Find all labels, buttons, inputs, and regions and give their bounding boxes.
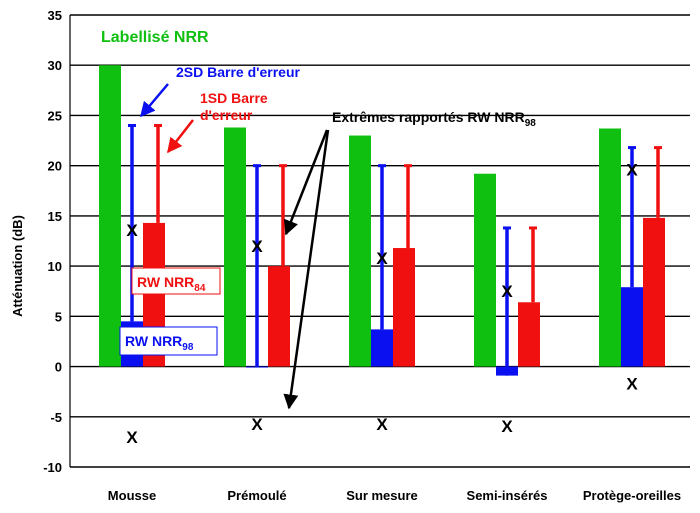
bar <box>224 127 246 367</box>
rw84-label: RW NRR84 <box>137 274 206 294</box>
extreme-marks-layer: X X X X X X X X X X <box>126 161 638 447</box>
bar <box>99 65 121 367</box>
extreme-high-mark: X <box>251 237 263 256</box>
rw98-label-main: RW NRR <box>125 333 182 349</box>
y-axis-label: Atténuation (dB) <box>10 215 25 317</box>
annotation-labellise: Labellisé NRR <box>101 29 209 46</box>
y-tick-label: 35 <box>48 8 62 23</box>
annotation-extremes-sub: 98 <box>525 118 537 129</box>
extreme-low-mark: X <box>376 415 388 434</box>
annotation-2sd-arrow <box>140 83 169 118</box>
axis-layer: -10 -5 0 5 10 15 20 25 30 35 Mousse Prémoulé Sur mes… <box>43 8 681 503</box>
annotation-extremes: Extrêmes rapportés RW NRR98 <box>332 109 536 129</box>
extreme-high-mark: X <box>126 221 138 240</box>
y-tick-label: 30 <box>48 58 62 73</box>
extreme-low-mark: X <box>251 415 263 434</box>
grid-layer <box>70 14 690 468</box>
y-tick-label: 5 <box>55 309 62 324</box>
bar <box>393 248 415 367</box>
annotation-extremes-main: Extrêmes rapportés RW NRR <box>332 109 525 125</box>
rw84-label-box <box>131 267 221 295</box>
x-category-label: Sur mesure <box>346 488 418 503</box>
bar <box>599 128 621 367</box>
extreme-low-mark: X <box>126 428 138 447</box>
annotation-extremes-arrow-1 <box>283 129 329 236</box>
extreme-high-mark: X <box>501 282 513 301</box>
annotation-1sd-line1: 1SD Barre <box>200 90 268 106</box>
y-tick-label: -10 <box>43 460 62 475</box>
annotation-1sd-line2: d'erreur <box>200 107 253 123</box>
extreme-high-mark: X <box>626 161 638 180</box>
extreme-low-mark: X <box>501 417 513 436</box>
y-tick-label: 10 <box>48 259 62 274</box>
y-tick-label: 0 <box>55 360 62 375</box>
bar <box>371 329 393 367</box>
rw98-label-box <box>119 326 218 356</box>
bar <box>246 366 268 368</box>
rw98-label: RW NRR98 <box>125 333 194 353</box>
extreme-low-mark: X <box>626 375 638 394</box>
bar <box>518 302 540 367</box>
x-category-label: Semi-insérés <box>467 488 548 503</box>
annotation-extremes-arrow-2 <box>283 129 330 410</box>
rw84-label-sub: 84 <box>194 283 206 294</box>
bar <box>349 135 371 367</box>
extreme-high-mark: X <box>376 249 388 268</box>
bar <box>268 266 290 367</box>
bar <box>621 287 643 367</box>
y-tick-label: 25 <box>48 108 62 123</box>
rw84-label-main: RW NRR <box>137 274 194 290</box>
y-tick-label: 15 <box>48 209 62 224</box>
rw98-label-sub: 98 <box>182 342 194 353</box>
bar <box>643 217 665 367</box>
y-tick-label: -5 <box>50 410 62 425</box>
annotation-2sd: 2SD Barre d'erreur <box>176 64 300 80</box>
bar <box>474 173 496 367</box>
x-category-label: Mousse <box>108 488 156 503</box>
error-bars-layer <box>128 123 662 376</box>
x-category-label: Protège-oreilles <box>583 488 681 503</box>
x-category-label: Prémoulé <box>227 488 286 503</box>
annotation-1sd-arrow <box>167 119 194 154</box>
y-tick-label: 20 <box>48 159 62 174</box>
